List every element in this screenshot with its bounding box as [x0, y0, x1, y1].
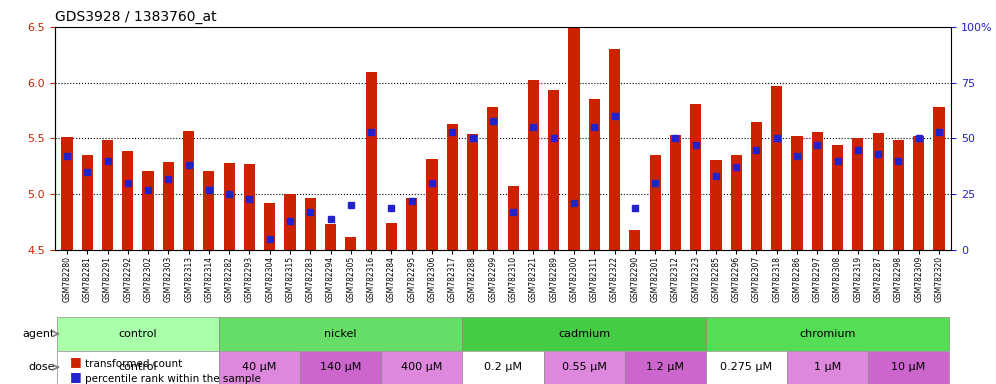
- FancyBboxPatch shape: [869, 351, 949, 384]
- Bar: [569, 18, 580, 250]
- Bar: [183, 131, 194, 250]
- Bar: [669, 135, 681, 250]
- Bar: [325, 224, 337, 250]
- Bar: [385, 223, 397, 250]
- FancyBboxPatch shape: [219, 351, 300, 384]
- Bar: [285, 194, 296, 250]
- FancyBboxPatch shape: [706, 317, 949, 351]
- Bar: [731, 155, 742, 250]
- Text: dose: dose: [29, 362, 55, 372]
- Bar: [508, 187, 519, 250]
- Bar: [264, 203, 275, 250]
- FancyBboxPatch shape: [381, 351, 462, 384]
- Text: nickel: nickel: [325, 329, 357, 339]
- FancyBboxPatch shape: [462, 317, 706, 351]
- Bar: [406, 198, 417, 250]
- Text: ■: ■: [70, 355, 82, 368]
- Bar: [771, 86, 782, 250]
- Bar: [609, 49, 621, 250]
- Bar: [162, 162, 174, 250]
- Bar: [548, 91, 560, 250]
- Text: 1.2 μM: 1.2 μM: [646, 362, 684, 372]
- Bar: [142, 171, 153, 250]
- Text: GDS3928 / 1383760_at: GDS3928 / 1383760_at: [55, 10, 216, 25]
- Bar: [82, 155, 93, 250]
- Bar: [892, 140, 904, 250]
- Bar: [528, 81, 539, 250]
- Text: 1 μM: 1 μM: [814, 362, 841, 372]
- Bar: [102, 140, 114, 250]
- FancyBboxPatch shape: [219, 317, 462, 351]
- Bar: [62, 137, 73, 250]
- Text: percentile rank within the sample: percentile rank within the sample: [85, 374, 261, 384]
- Bar: [812, 132, 823, 250]
- Text: control: control: [119, 329, 157, 339]
- Bar: [346, 237, 357, 250]
- Bar: [751, 122, 762, 250]
- Bar: [792, 136, 803, 250]
- Bar: [366, 71, 376, 250]
- FancyBboxPatch shape: [624, 351, 706, 384]
- Bar: [690, 104, 701, 250]
- FancyBboxPatch shape: [462, 351, 544, 384]
- Bar: [446, 124, 458, 250]
- Text: 0.275 μM: 0.275 μM: [720, 362, 773, 372]
- Bar: [487, 107, 498, 250]
- FancyBboxPatch shape: [300, 351, 381, 384]
- Bar: [710, 160, 721, 250]
- Text: 0.55 μM: 0.55 μM: [562, 362, 607, 372]
- Text: agent: agent: [23, 329, 55, 339]
- Bar: [933, 107, 944, 250]
- FancyBboxPatch shape: [706, 351, 787, 384]
- Bar: [629, 230, 640, 250]
- Bar: [224, 163, 235, 250]
- Bar: [913, 136, 924, 250]
- Bar: [426, 159, 437, 250]
- Text: control: control: [119, 362, 157, 372]
- FancyBboxPatch shape: [57, 317, 219, 351]
- Text: cadmium: cadmium: [558, 329, 611, 339]
- Text: 400 μM: 400 μM: [401, 362, 442, 372]
- Bar: [872, 133, 883, 250]
- Text: chromium: chromium: [799, 329, 856, 339]
- FancyBboxPatch shape: [787, 351, 869, 384]
- Bar: [649, 155, 660, 250]
- Bar: [123, 151, 133, 250]
- Text: 140 μM: 140 μM: [320, 362, 362, 372]
- FancyBboxPatch shape: [544, 351, 624, 384]
- Text: ■: ■: [70, 370, 82, 383]
- Text: transformed count: transformed count: [85, 359, 182, 369]
- Bar: [203, 171, 214, 250]
- Bar: [467, 134, 478, 250]
- Bar: [244, 164, 255, 250]
- Text: 10 μM: 10 μM: [891, 362, 925, 372]
- FancyBboxPatch shape: [57, 351, 219, 384]
- Bar: [853, 139, 864, 250]
- Bar: [589, 99, 600, 250]
- Bar: [305, 198, 316, 250]
- Text: 40 μM: 40 μM: [242, 362, 277, 372]
- Bar: [832, 145, 844, 250]
- Text: 0.2 μM: 0.2 μM: [484, 362, 522, 372]
